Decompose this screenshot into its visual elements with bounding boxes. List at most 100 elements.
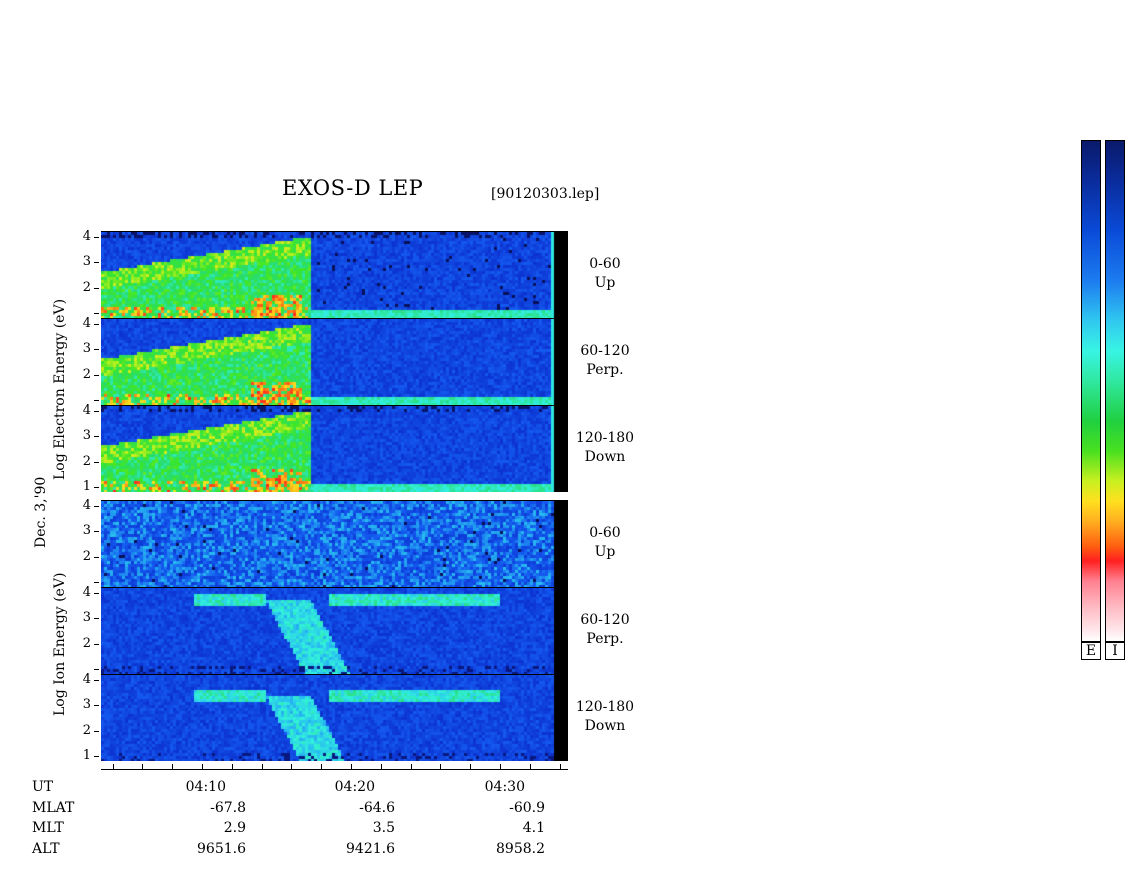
mlat-value: -64.6 [359,800,395,816]
mlat-value: -60.9 [509,800,545,816]
x-tick-mark [470,764,471,770]
ion-spectrogram-4 [101,588,568,674]
y-tick-label: 2 [82,453,91,469]
x-tick-mark [202,764,203,770]
x-tick-mark [321,764,322,770]
y-tick-mark [94,287,99,289]
x-tick-mark [172,764,173,770]
ion-colorbar [1105,140,1125,642]
pitch-direction: Down [584,718,626,734]
y-tick-mark [94,374,99,376]
x-axis-line [101,769,568,770]
ion-colorbar-label: I [1105,642,1125,660]
pitch-range: 0-60 [589,525,621,541]
electron-spectrogram-0 [101,232,568,318]
y-tick-mark [94,436,99,438]
y-tick-label: 2 [82,366,91,382]
electron-spectrogram-2 [101,406,568,492]
mlt-label: MLT [32,820,64,836]
y-tick-mark [94,756,99,757]
ion-spectrogram-3 [101,501,568,587]
page-title: EXOS-D LEP [282,176,424,200]
x-tick-mark [381,764,382,770]
y-tick-mark [94,730,99,732]
ut-value: 04:10 [185,779,226,795]
ion-energy-axis-label: Log Ion Energy (eV) [52,572,68,716]
y-tick-mark [94,411,99,412]
electron-panel-down [101,405,568,492]
y-tick-mark [94,324,99,325]
pitch-direction: Perp. [586,362,624,378]
pitch-angle-label: 60-120 Perp. [570,611,640,649]
y-tick-label: 4 [82,403,91,418]
electron-colorbar [1081,140,1101,642]
electron-energy-axis-label: Log Electron Energy (eV) [52,298,68,480]
alt-value: 9651.6 [197,841,246,857]
y-tick-mark [94,262,99,264]
x-tick-mark [351,764,352,770]
x-tick-mark [411,764,412,770]
pitch-direction: Up [594,544,616,560]
ion-panel-down [101,674,568,761]
ion-panel-up [101,500,568,587]
y-tick-mark [94,643,99,645]
y-tick-mark [94,680,99,681]
x-tick-mark [530,764,531,770]
ion-spectrogram-5 [101,675,568,761]
pitch-angle-label: 0-60 Up [570,524,640,562]
ut-value: 04:20 [334,779,375,795]
y-tick-mark [94,593,99,594]
mlt-value: 4.1 [522,820,545,836]
y-tick-label: 1 [82,748,91,763]
pitch-range: 120-180 [575,699,635,715]
pitch-range: 0-60 [589,256,621,272]
pitch-angle-label: 0-60 Up [570,255,640,293]
y-tick-label: 4 [82,316,91,331]
y-tick-label: 3 [82,428,91,444]
y-tick-label: 4 [82,229,91,244]
pitch-angle-label: 60-120 Perp. [570,342,640,380]
x-tick-mark [500,764,501,770]
x-tick-mark [113,764,114,770]
file-name: [90120303.lep] [491,186,600,202]
y-tick-mark [94,487,99,488]
electron-panel-perp [101,318,568,405]
ut-value: 04:30 [484,779,525,795]
pitch-angle-label: 120-180 Down [570,698,640,736]
y-tick-label: 2 [82,548,91,564]
y-tick-label: 2 [82,722,91,738]
ion-panel-perp [101,587,568,674]
pitch-range: 60-120 [580,612,630,628]
mlat-value: -67.8 [210,800,246,816]
y-tick-label: 3 [82,610,91,626]
pitch-range: 60-120 [580,343,630,359]
x-tick-mark [232,764,233,770]
y-tick-mark [94,705,99,707]
y-tick-label: 3 [82,341,91,357]
alt-value: 9421.6 [346,841,395,857]
pitch-range: 120-180 [575,430,635,446]
y-tick-mark [94,313,99,314]
mlat-label: MLAT [32,800,75,816]
y-tick-mark [94,237,99,238]
pitch-direction: Perp. [586,631,624,647]
y-tick-label: 3 [82,254,91,270]
y-tick-label: 2 [82,635,91,651]
y-tick-label: 1 [82,479,91,494]
y-tick-mark [94,349,99,351]
x-tick-mark [440,764,441,770]
x-tick-mark [291,764,292,770]
y-tick-label: 3 [82,523,91,539]
y-tick-mark [94,461,99,463]
x-tick-mark [560,764,561,770]
electron-spectrogram-1 [101,319,568,405]
alt-value: 8958.2 [496,841,545,857]
y-tick-mark [94,582,99,583]
y-tick-label: 3 [82,697,91,713]
x-tick-mark [262,764,263,770]
y-tick-label: 4 [82,585,91,600]
y-tick-mark [94,669,99,670]
y-tick-mark [94,556,99,558]
ut-label: UT [32,779,54,795]
alt-label: ALT [32,841,60,857]
